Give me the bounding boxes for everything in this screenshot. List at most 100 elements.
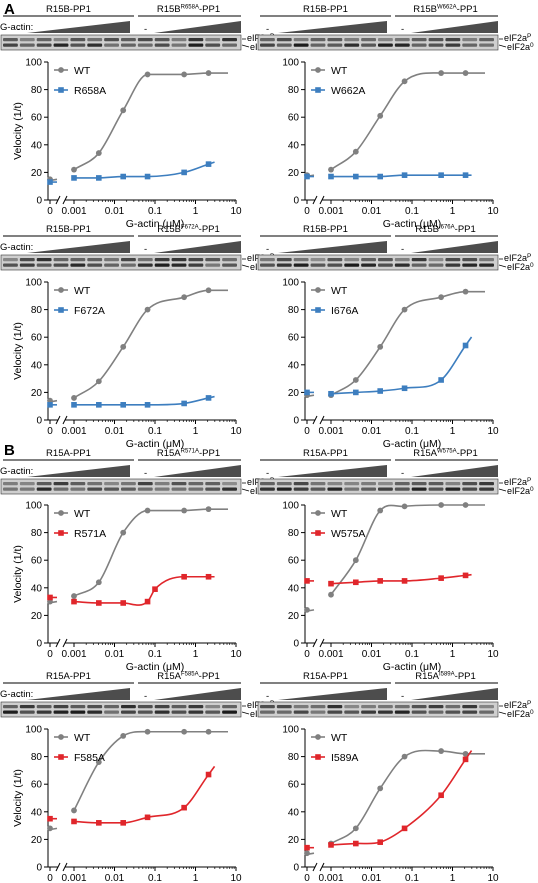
band-pointer xyxy=(241,258,250,268)
x-tick-label: 0 xyxy=(47,873,53,883)
legend-marker xyxy=(58,510,64,516)
gel-band-unphospho xyxy=(394,487,410,491)
gel-band-phospho xyxy=(154,38,170,42)
gel-band-phospho xyxy=(344,482,360,486)
concentration-triangle xyxy=(27,688,130,700)
gel-band-phospho xyxy=(19,705,35,709)
x-tick-label: 0.001 xyxy=(61,426,86,437)
data-point xyxy=(438,575,444,581)
legend-label: F672A xyxy=(74,305,105,317)
data-point xyxy=(181,400,187,407)
y-tick-label: 40 xyxy=(288,583,300,594)
gel-band-unphospho xyxy=(171,263,187,267)
gel-band-unphospho xyxy=(188,263,204,267)
series-curve xyxy=(73,575,215,606)
gel-band-unphospho xyxy=(70,487,86,491)
y-tick-label: 20 xyxy=(31,388,43,399)
legend-marker xyxy=(315,67,321,73)
x-tick-label: 10 xyxy=(487,873,499,883)
g-actin-label: G-actin: xyxy=(0,242,33,253)
construct-label-wt: R15B-PP1 xyxy=(303,224,348,235)
legend-label: R571A xyxy=(74,528,106,540)
x-tick-label: 0.01 xyxy=(362,206,382,217)
x-axis-label: G-actin (μM) xyxy=(383,438,442,450)
gel-band-unphospho xyxy=(53,487,69,491)
axis-break-mark xyxy=(62,862,68,872)
band-pointer xyxy=(241,482,250,492)
gel-band-phospho xyxy=(260,258,275,262)
x-tick-label: 0.01 xyxy=(105,426,125,437)
y-tick-label: 0 xyxy=(36,863,42,874)
gel-band-unphospho xyxy=(104,710,119,714)
data-point xyxy=(71,593,77,599)
data-point xyxy=(377,388,384,394)
data-point xyxy=(181,507,188,514)
chart-2: 0 20 40 60 80 100 0 0.001 0.01 0.1 1 10 G-actin (μM)… xyxy=(282,58,499,231)
legend-marker xyxy=(315,307,321,313)
y-tick-label: 100 xyxy=(25,58,42,69)
gel-band-unphospho xyxy=(428,710,444,714)
band-label-phospho: eIF2aP xyxy=(504,33,531,43)
data-point xyxy=(96,402,102,408)
axis-break-mark xyxy=(319,638,325,648)
gel-band-unphospho xyxy=(3,43,18,47)
x-tick-label: 0 xyxy=(304,206,310,217)
gel-band-phospho xyxy=(394,38,410,42)
gel-band-phospho xyxy=(394,482,410,486)
gel-band-unphospho xyxy=(154,43,170,47)
data-point xyxy=(144,306,151,313)
gel-block-5: R15A-PP1R15AR571A-PP1G-actin:--eIF2aPeIF… xyxy=(0,448,277,496)
gel-band-unphospho xyxy=(344,487,360,491)
band-pointer xyxy=(498,38,507,48)
gel-band-phospho xyxy=(394,258,410,262)
gel-band-unphospho xyxy=(104,487,119,491)
gel-strip xyxy=(0,34,242,51)
data-point xyxy=(328,166,334,173)
data-point xyxy=(462,70,469,76)
legend-label: I676A xyxy=(331,305,358,317)
gel-band-phospho xyxy=(222,705,237,709)
gel-band-unphospho xyxy=(87,487,103,491)
data-point xyxy=(144,402,151,408)
legend-marker xyxy=(58,734,64,740)
construct-label-mutant: R15BR658A-PP1 xyxy=(157,4,220,15)
data-point xyxy=(120,173,127,180)
gel-band-unphospho xyxy=(205,710,221,714)
gel-band-phospho xyxy=(293,705,309,709)
legend-marker xyxy=(315,287,321,293)
data-point xyxy=(462,288,469,295)
band-pointer xyxy=(498,258,507,268)
legend-marker xyxy=(58,287,64,293)
gel-band-unphospho xyxy=(104,263,119,267)
axis-break-mark xyxy=(62,415,68,425)
gel-band-phospho xyxy=(70,38,86,42)
legend-label: WT xyxy=(331,732,348,744)
no-actin-label: - xyxy=(144,244,147,255)
y-axis-label: Velocity (1/t) xyxy=(12,102,24,160)
y-tick-label: 20 xyxy=(31,168,43,179)
series-WT: WT xyxy=(304,285,485,399)
gel-band-phospho xyxy=(87,38,103,42)
data-point xyxy=(401,503,408,510)
band-pointer xyxy=(498,482,507,492)
gel-band-phospho xyxy=(479,705,494,709)
construct-label-wt: R15A-PP1 xyxy=(303,671,348,682)
gel-band-unphospho xyxy=(70,263,86,267)
gel-band-unphospho xyxy=(260,43,275,47)
gel-band-phospho xyxy=(462,258,478,262)
gel-band-unphospho xyxy=(394,43,410,47)
gel-block-8: R15A-PP1R15AI589A-PP1G-actin:--eIF2aPeIF… xyxy=(257,671,534,719)
data-point xyxy=(205,70,212,76)
gel-strip xyxy=(0,701,242,718)
gel-band-unphospho xyxy=(205,43,221,47)
x-tick-label: 0 xyxy=(47,426,53,437)
data-point xyxy=(205,161,212,167)
series-curve xyxy=(73,395,215,406)
gel-band-unphospho xyxy=(344,43,360,47)
gel-band-phospho xyxy=(394,705,410,709)
data-point xyxy=(438,70,445,76)
gel-band-phospho xyxy=(327,705,343,709)
axis-break-mark xyxy=(319,415,325,425)
gel-band-phospho xyxy=(222,38,237,42)
gel-band-phospho xyxy=(276,482,292,486)
